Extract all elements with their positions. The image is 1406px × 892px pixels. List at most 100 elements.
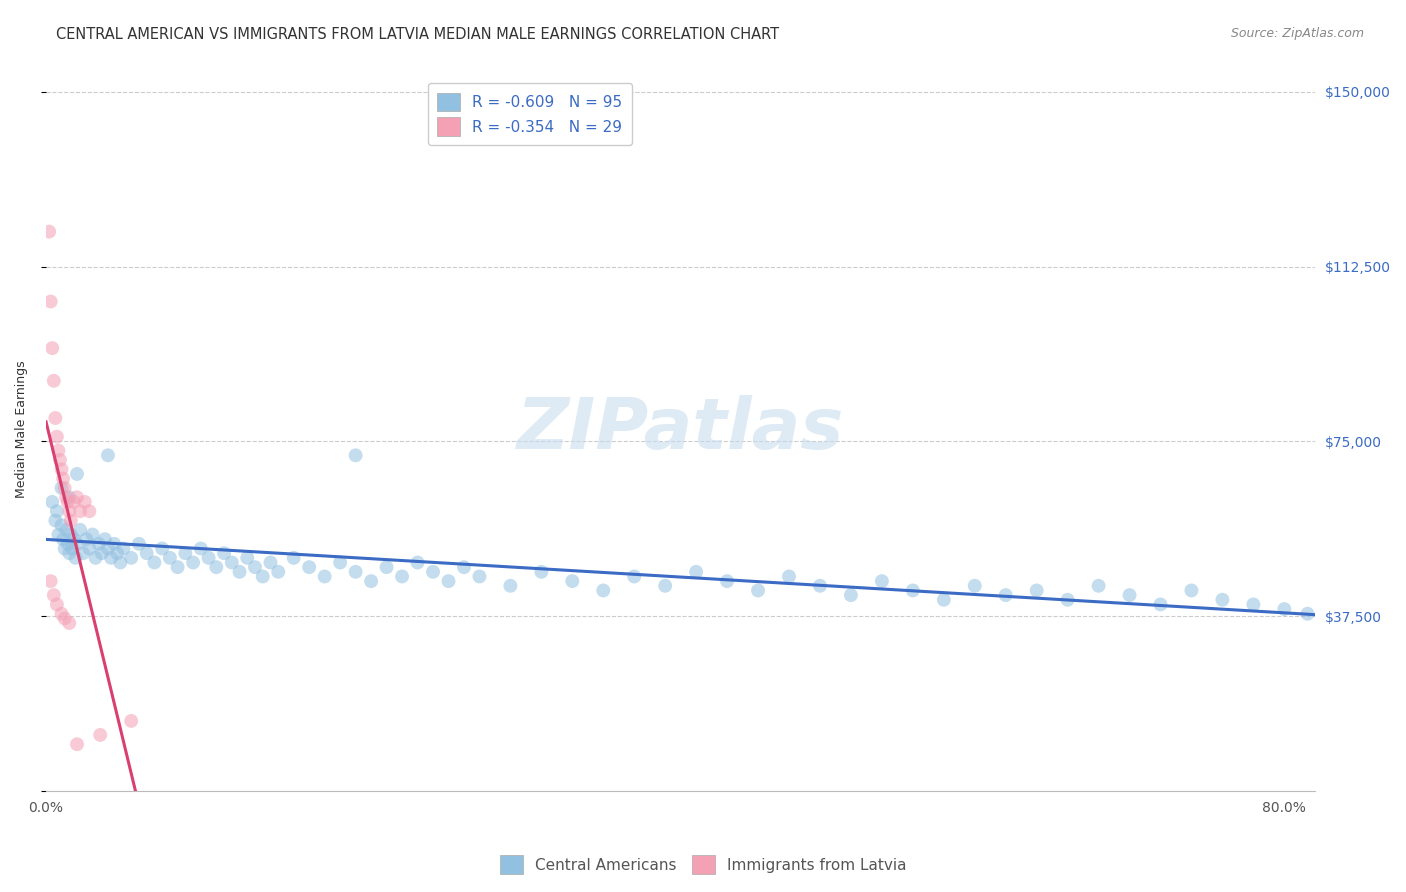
Point (63, 495, 86, 509)
Point (1118, 588, 1140, 602)
Point (87, 537, 110, 551)
Text: ZIPatlas: ZIPatlas (517, 395, 845, 464)
Point (60, 541, 83, 556)
Point (90, 546, 112, 560)
Point (252, 569, 274, 583)
Point (65, 550, 87, 565)
Point (453, 560, 475, 574)
Point (59, 514, 82, 528)
Point (243, 560, 266, 574)
Text: Source: ZipAtlas.com: Source: ZipAtlas.com (1230, 27, 1364, 40)
Point (58, 490, 80, 504)
Point (89, 728, 111, 742)
Point (298, 560, 321, 574)
Point (38, 225, 60, 239)
Point (66, 467, 89, 481)
Point (329, 556, 352, 570)
Point (55, 523, 77, 537)
Point (406, 556, 429, 570)
Point (360, 574, 382, 588)
Point (221, 556, 243, 570)
Point (69, 523, 91, 537)
Point (592, 583, 614, 598)
Point (45, 598, 67, 612)
Point (51, 462, 73, 476)
Point (56, 495, 79, 509)
Point (1296, 607, 1319, 621)
Point (59, 527, 82, 541)
Point (870, 574, 893, 588)
Point (100, 550, 122, 565)
Point (901, 583, 924, 598)
Point (51, 518, 73, 533)
Point (48, 443, 70, 458)
Point (51, 481, 73, 495)
Point (45, 504, 67, 518)
Point (159, 550, 181, 565)
Point (963, 579, 986, 593)
Point (197, 550, 219, 565)
Point (499, 579, 522, 593)
Point (79, 541, 101, 556)
Point (51, 607, 73, 621)
Point (110, 556, 132, 570)
Point (174, 546, 197, 560)
Point (103, 537, 125, 551)
Point (422, 565, 444, 579)
Point (166, 560, 188, 574)
Point (190, 541, 212, 556)
Point (212, 546, 235, 560)
Point (56, 537, 79, 551)
Point (1180, 583, 1202, 598)
Point (44, 411, 66, 425)
Point (45, 430, 67, 444)
Point (143, 556, 166, 570)
Point (344, 565, 367, 579)
Point (97, 448, 120, 462)
Point (128, 537, 150, 551)
Point (41, 341, 63, 355)
Point (120, 714, 142, 728)
Point (97, 541, 120, 556)
Point (66, 490, 89, 504)
Point (1211, 592, 1233, 607)
Point (375, 560, 398, 574)
Legend: Central Americans, Immigrants from Latvia: Central Americans, Immigrants from Latvi… (494, 849, 912, 880)
Point (283, 550, 305, 565)
Point (39, 574, 62, 588)
Point (58, 504, 80, 518)
Point (42, 374, 65, 388)
Point (48, 527, 70, 541)
Point (778, 569, 800, 583)
Point (41, 495, 63, 509)
Point (49, 453, 72, 467)
Point (839, 588, 862, 602)
Point (267, 565, 290, 579)
Point (135, 546, 157, 560)
Point (932, 592, 955, 607)
Legend: R = -0.609   N = 95, R = -0.354   N = 29: R = -0.609 N = 95, R = -0.354 N = 29 (427, 83, 631, 145)
Point (73, 495, 96, 509)
Point (66, 537, 89, 551)
Point (53, 481, 76, 495)
Point (58, 616, 80, 631)
Y-axis label: Median Male Earnings: Median Male Earnings (15, 361, 28, 499)
Point (685, 565, 707, 579)
Point (52, 532, 75, 546)
Point (66, 737, 89, 751)
Point (150, 541, 173, 556)
Point (1087, 579, 1109, 593)
Point (344, 448, 367, 462)
Point (716, 574, 738, 588)
Point (82, 527, 104, 541)
Point (42, 588, 65, 602)
Point (561, 574, 583, 588)
Point (236, 550, 259, 565)
Point (58, 546, 80, 560)
Point (55, 490, 77, 504)
Point (63, 532, 86, 546)
Point (314, 569, 336, 583)
Point (994, 588, 1017, 602)
Point (391, 569, 413, 583)
Point (75, 532, 97, 546)
